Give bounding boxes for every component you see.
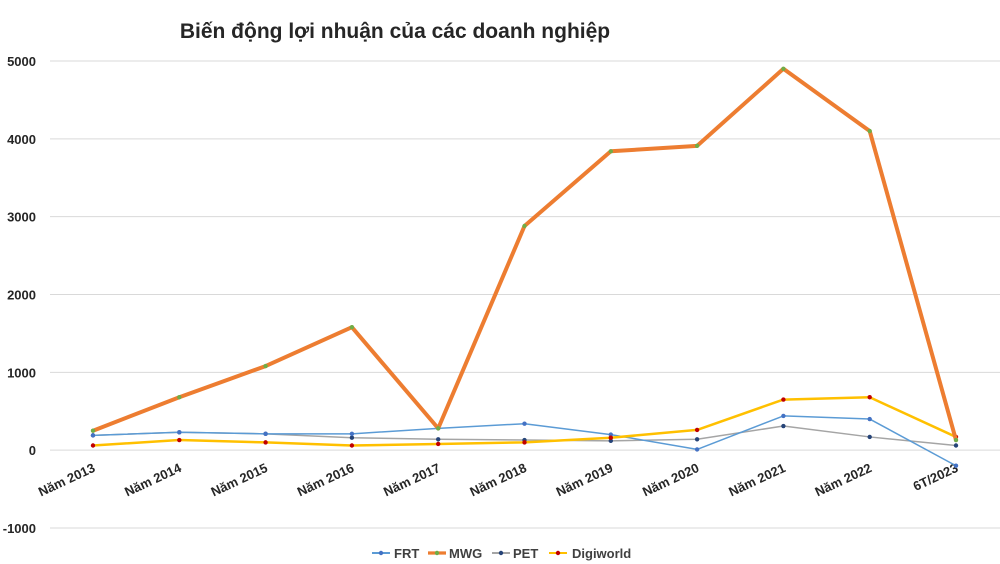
data-point (263, 363, 268, 369)
data-point (177, 430, 182, 435)
data-point (263, 440, 268, 445)
x-tick-label: Năm 2021 (726, 460, 787, 499)
data-point (90, 428, 96, 433)
data-point (349, 435, 355, 440)
data-point (781, 423, 786, 429)
data-point (177, 437, 182, 443)
data-point (90, 443, 96, 448)
data-point (781, 397, 786, 402)
x-tick-label: Năm 2015 (208, 460, 269, 499)
legend-label: FRT (394, 546, 419, 561)
data-point (436, 437, 441, 442)
data-point (867, 395, 872, 400)
y-tick-label: 0 (29, 443, 36, 458)
data-point (349, 443, 355, 448)
data-point (694, 437, 700, 442)
chart-title: Biến động lợi nhuận của các doanh nghiệp (180, 20, 610, 43)
data-point (781, 413, 786, 419)
y-tick-label: 4000 (7, 132, 36, 147)
data-point (781, 66, 786, 71)
y-tick-label: 5000 (7, 54, 36, 69)
legend-label: MWG (449, 546, 482, 561)
series-lines (90, 66, 959, 468)
data-point (436, 426, 441, 431)
data-point (867, 416, 872, 422)
x-tick-label: Năm 2013 (36, 460, 97, 499)
x-tick-label: Năm 2014 (122, 460, 184, 500)
data-point (522, 223, 527, 229)
y-axis-ticks: -1000 0 1000 2000 3000 4000 5000 (3, 54, 36, 536)
legend-item-mwg: MWG (428, 546, 482, 561)
y-tick-label: 3000 (7, 210, 36, 225)
y-tick-label: 1000 (7, 365, 36, 380)
legend: FRT MWG PET Digiworld (372, 546, 631, 561)
legend-marker (434, 550, 440, 556)
data-point (522, 421, 527, 426)
x-tick-label: Năm 2022 (813, 460, 874, 499)
series-digiworld (90, 395, 959, 448)
data-point (694, 143, 700, 149)
data-point (90, 433, 96, 438)
x-axis-ticks: Năm 2013 Năm 2014 Năm 2015 Năm 2016 Năm 2017… (36, 460, 960, 500)
legend-marker (378, 550, 384, 556)
data-point (867, 128, 872, 134)
x-tick-label: Năm 2017 (381, 460, 442, 499)
x-tick-label: Năm 2018 (467, 460, 528, 499)
data-point (867, 434, 872, 440)
legend-marker (498, 550, 504, 556)
data-point (953, 463, 959, 468)
data-point (608, 149, 613, 154)
x-tick-label: 6T/2023 (911, 460, 961, 494)
data-point (522, 440, 527, 445)
data-point (608, 432, 613, 437)
series-frt (90, 413, 959, 468)
legend-item-frt: FRT (372, 546, 419, 561)
y-tick-label: 2000 (7, 288, 36, 303)
x-tick-label: Năm 2020 (640, 460, 701, 499)
data-point (694, 427, 700, 433)
legend-marker (555, 550, 561, 556)
legend-item-digiworld: Digiworld (549, 546, 631, 561)
data-point (608, 438, 613, 444)
x-tick-label: Năm 2016 (295, 460, 356, 499)
data-point (177, 395, 182, 400)
legend-item-pet: PET (492, 546, 538, 561)
data-point (694, 447, 700, 452)
x-tick-label: Năm 2019 (554, 460, 615, 499)
data-point (436, 441, 441, 447)
data-point (349, 431, 355, 437)
data-point (349, 324, 355, 330)
data-point (953, 437, 959, 443)
y-tick-label: -1000 (3, 521, 36, 536)
series-mwg (90, 66, 959, 443)
data-point (953, 443, 959, 448)
legend-label: PET (513, 546, 538, 561)
data-point (608, 435, 613, 440)
series-line (91, 66, 958, 443)
legend-label: Digiworld (572, 546, 631, 561)
data-point (263, 431, 268, 437)
gridlines (50, 60, 1000, 529)
